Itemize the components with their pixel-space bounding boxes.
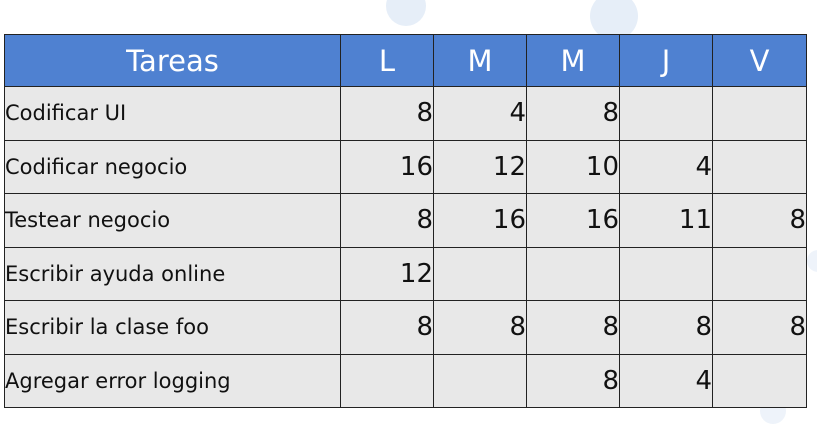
hours-cell: 8	[340, 193, 434, 248]
task-name-cell: Codificar UI	[4, 86, 341, 141]
header-day-m1: M	[433, 34, 527, 87]
table-row: Testear negocio 8 16 16 11 8	[4, 193, 807, 248]
hours-cell	[712, 86, 807, 141]
task-name-cell: Escribir ayuda online	[4, 246, 341, 301]
task-name-cell: Testear negocio	[4, 193, 341, 248]
table-row: Codificar negocio 16 12 10 4	[4, 139, 807, 194]
header-day-v: V	[712, 34, 807, 87]
task-name-cell: Agregar error logging	[4, 353, 341, 408]
hours-cell: 8	[433, 300, 527, 355]
hours-cell	[712, 353, 807, 408]
hours-cell: 8	[526, 86, 620, 141]
hours-cell: 12	[340, 246, 434, 301]
hours-cell: 8	[526, 353, 620, 408]
hours-cell: 8	[619, 300, 713, 355]
hours-cell: 16	[433, 193, 527, 248]
hours-cell: 12	[433, 139, 527, 194]
task-name-cell: Codificar negocio	[4, 139, 341, 194]
table-row: Codificar UI 8 4 8	[4, 86, 807, 141]
hours-cell: 8	[526, 300, 620, 355]
table-row: Escribir ayuda online 12	[4, 246, 807, 301]
hours-cell: 8	[712, 300, 807, 355]
background-dot	[807, 250, 817, 272]
header-tareas: Tareas	[4, 34, 341, 87]
hours-cell: 11	[619, 193, 713, 248]
header-day-j: J	[619, 34, 713, 87]
hours-cell: 4	[619, 139, 713, 194]
hours-cell	[712, 139, 807, 194]
hours-cell: 8	[340, 86, 434, 141]
header-row: Tareas L M M J V	[4, 34, 807, 87]
table-row: Escribir la clase foo 8 8 8 8 8	[4, 300, 807, 355]
hours-cell: 16	[526, 193, 620, 248]
background-dot	[590, 0, 638, 40]
hours-cell	[433, 353, 527, 408]
hours-cell	[526, 246, 620, 301]
hours-cell	[619, 86, 713, 141]
hours-cell: 4	[619, 353, 713, 408]
table-row: Agregar error logging 8 4	[4, 353, 807, 408]
background-dot	[386, 0, 426, 26]
hours-cell: 10	[526, 139, 620, 194]
header-day-m2: M	[526, 34, 620, 87]
hours-cell	[619, 246, 713, 301]
header-day-l: L	[340, 34, 434, 87]
hours-cell: 4	[433, 86, 527, 141]
hours-cell: 8	[712, 193, 807, 248]
hours-cell: 8	[340, 300, 434, 355]
hours-cell: 16	[340, 139, 434, 194]
hours-cell	[340, 353, 434, 408]
task-name-cell: Escribir la clase foo	[4, 300, 341, 355]
hours-cell	[712, 246, 807, 301]
task-hours-table: Tareas L M M J V Codificar UI 8 4 8 Codi…	[4, 34, 807, 408]
hours-cell	[433, 246, 527, 301]
